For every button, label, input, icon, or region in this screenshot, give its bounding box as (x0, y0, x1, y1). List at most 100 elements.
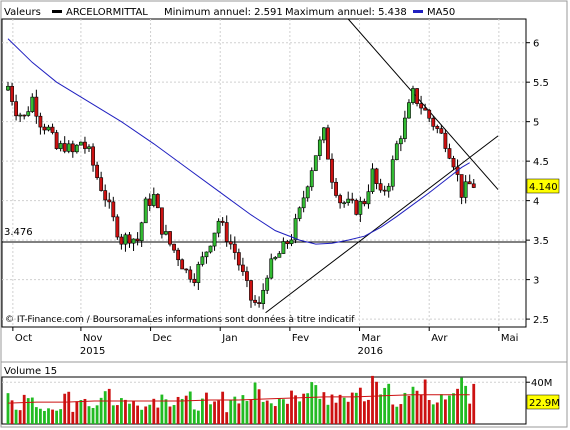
candle-up (342, 202, 347, 205)
volume-bar (22, 394, 26, 424)
candle-down (99, 177, 104, 191)
price-y-tick-label: 6 (533, 39, 539, 50)
volume-bar (196, 410, 200, 424)
candle-up (390, 159, 395, 187)
volume-bar (59, 409, 63, 424)
volume-bar (318, 398, 322, 424)
x-tick-label: Avr (431, 333, 448, 344)
volume-bar (241, 395, 245, 424)
volume-bar (314, 385, 318, 424)
volume-bar (439, 394, 443, 424)
legend-ma-swatch (413, 10, 423, 13)
volume-bar (107, 388, 111, 424)
candles (6, 81, 476, 310)
volume-bar (71, 411, 75, 424)
volume-bar (124, 399, 127, 424)
volume-bar (261, 401, 265, 424)
candle-up (18, 114, 23, 117)
volume-bar (387, 383, 391, 424)
candle-up (265, 277, 270, 291)
volume-bar (326, 404, 330, 424)
volume-bar (217, 400, 220, 424)
candle-up (216, 220, 221, 234)
candle-down (103, 190, 108, 201)
volume-bar (354, 392, 358, 424)
volume-bar (237, 403, 241, 424)
candle-down (378, 183, 383, 191)
candle-down (374, 168, 379, 184)
volume-bar (456, 388, 459, 424)
volume-bars (6, 375, 476, 424)
candle-up (317, 139, 322, 156)
candle-up (273, 257, 278, 260)
candle-up (394, 143, 399, 160)
candle-up (293, 218, 298, 241)
candle-down (70, 143, 75, 153)
credit-text: © IT-Finance.com / BoursoramaLes informa… (5, 314, 355, 325)
volume-bar (363, 401, 366, 424)
candle-up (297, 207, 302, 219)
candle-up (366, 191, 371, 205)
price-y-axis: 2.5 3 3.5 4 4.5 5 5.5 6 (526, 39, 549, 326)
volume-bar (128, 403, 131, 424)
candle-up (26, 111, 31, 116)
volume-bar (452, 393, 455, 424)
volume-bar (172, 405, 176, 424)
volume-bar (156, 407, 160, 424)
candle-down (431, 117, 436, 127)
volume-bar (39, 408, 42, 424)
x-tick-label: Nov (83, 333, 103, 344)
candle-up (277, 253, 282, 258)
volume-bar (188, 391, 192, 424)
volume-bar (144, 406, 148, 424)
volume-bar (403, 392, 407, 424)
volume-bar (249, 399, 253, 424)
volume-y-tick-label: 40M (531, 378, 552, 389)
candle-down (334, 181, 338, 196)
candle-up (398, 138, 403, 145)
reference-value-label: 3.476 (4, 227, 33, 238)
candle-up (74, 144, 79, 153)
volume-bar (132, 400, 135, 424)
legend-series-swatch (52, 10, 62, 13)
trendlines (265, 19, 499, 314)
price-y-tick-label: 5.5 (533, 78, 549, 89)
volume-bar (375, 381, 378, 424)
volume-bar (294, 395, 297, 424)
volume-bar (213, 401, 216, 424)
candle-down (54, 132, 59, 149)
ma50-line (7, 38, 470, 245)
volume-bar (225, 412, 229, 424)
volume-bar (265, 400, 269, 424)
candle-down (350, 198, 355, 201)
volume-bar (338, 394, 342, 424)
volume-bar (395, 406, 399, 424)
candle-up (386, 185, 391, 192)
candle-down (111, 201, 116, 218)
price-y-tick-label: 4.5 (533, 157, 549, 168)
volume-bar (277, 398, 281, 424)
volume-bar (330, 394, 334, 424)
volume-bar (306, 393, 310, 424)
x-tick-label: Fev (292, 333, 309, 344)
volume-bar (18, 410, 22, 424)
candle-up (305, 186, 310, 199)
candle-up (346, 198, 351, 204)
candle-down (245, 271, 249, 281)
candle-down (107, 199, 112, 203)
volume-bar (423, 379, 427, 424)
candle-up (370, 168, 375, 192)
volume-bar (460, 377, 463, 424)
volume-bar (30, 397, 34, 424)
volume-bar (140, 409, 144, 424)
candle-up (301, 197, 306, 209)
candle-up (269, 258, 274, 279)
last-volume-label: 22.9M (529, 398, 560, 409)
candle-down (285, 241, 290, 244)
candle-up (139, 222, 144, 242)
candle-down (439, 128, 444, 134)
candle-up (30, 96, 35, 112)
candle-up (143, 198, 148, 224)
candle-down (42, 126, 47, 131)
candle-down (467, 181, 472, 185)
